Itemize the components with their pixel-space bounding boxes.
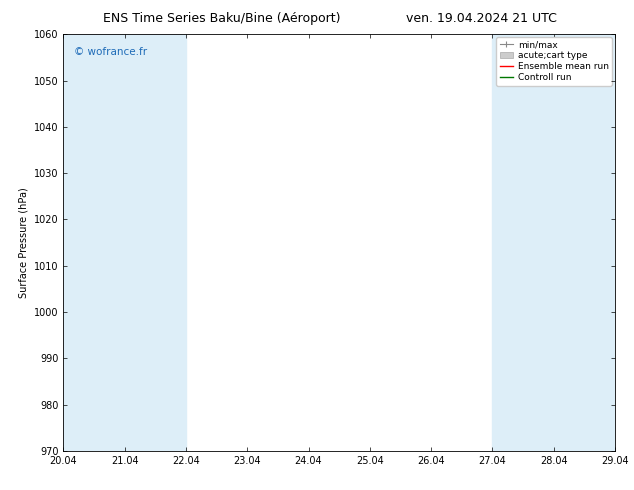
Legend: min/max, acute;cart type, Ensemble mean run, Controll run: min/max, acute;cart type, Ensemble mean … (496, 37, 612, 86)
Y-axis label: Surface Pressure (hPa): Surface Pressure (hPa) (18, 187, 29, 298)
Bar (63, 34, 125, 451)
Text: ven. 19.04.2024 21 UTC: ven. 19.04.2024 21 UTC (406, 12, 557, 25)
Text: ENS Time Series Baku/Bine (Aéroport): ENS Time Series Baku/Bine (Aéroport) (103, 12, 340, 25)
Bar (125, 34, 186, 451)
Bar (493, 34, 553, 451)
Bar (553, 34, 615, 451)
Text: © wofrance.fr: © wofrance.fr (74, 47, 148, 57)
